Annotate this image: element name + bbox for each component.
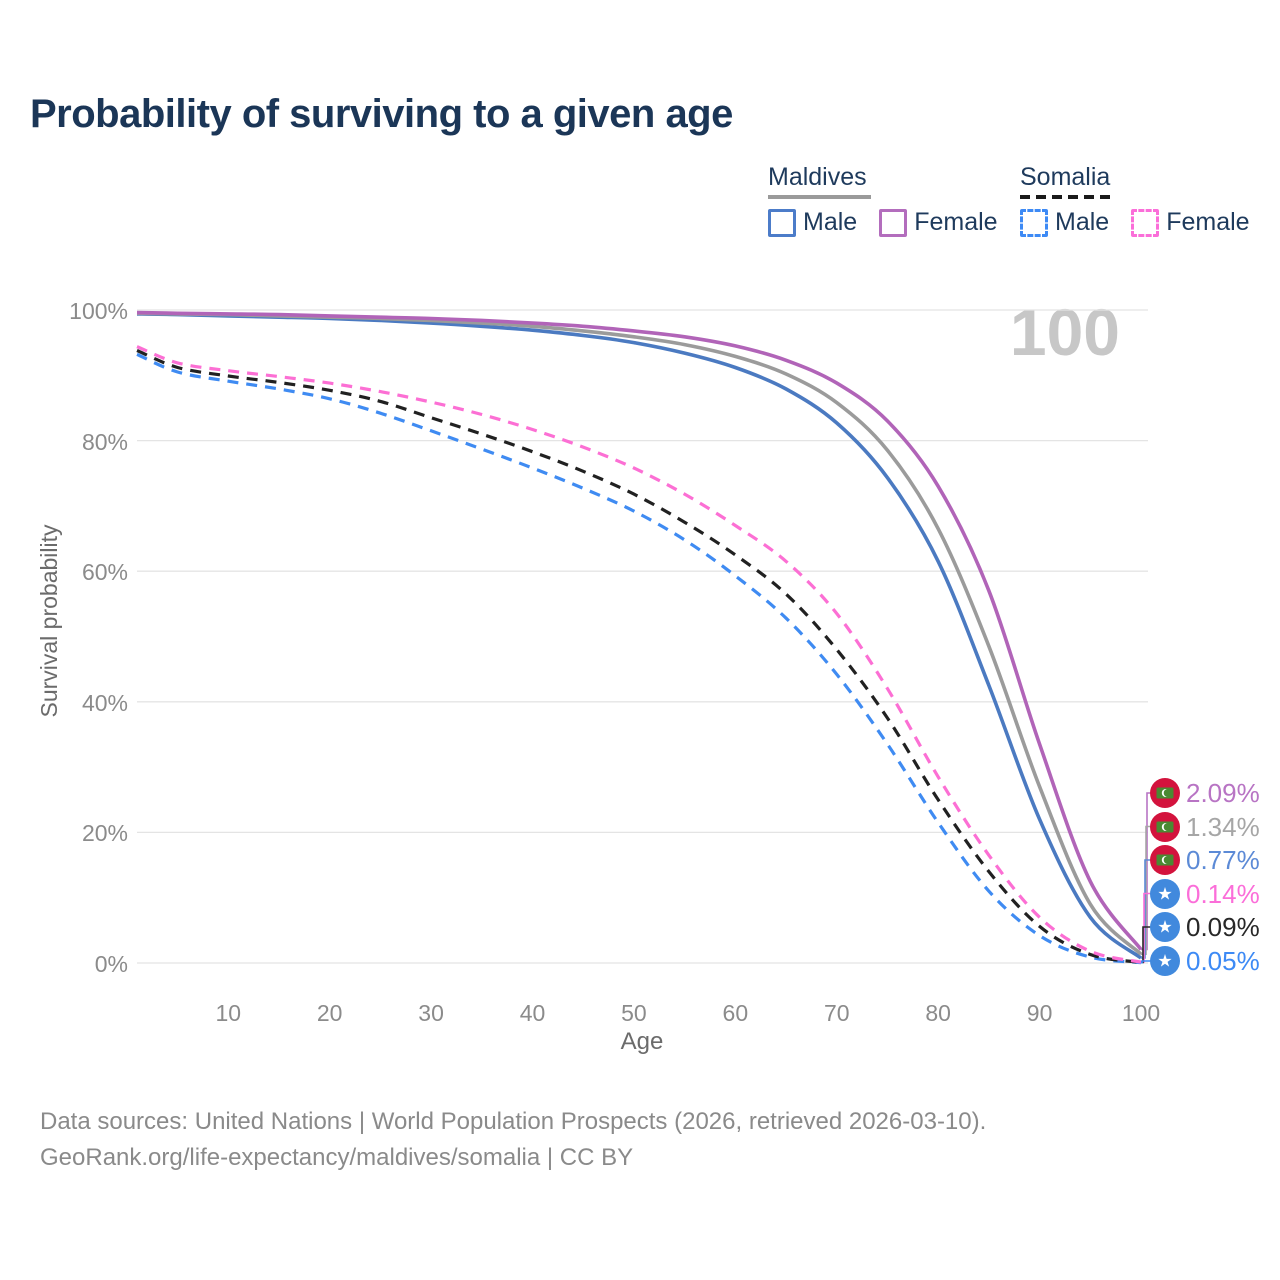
legend-country-somalia[interactable]: Somalia — [1020, 163, 1111, 191]
somalia-flag-icon — [1150, 946, 1180, 976]
x-tick-label: 30 — [418, 1000, 444, 1026]
x-tick-label: 50 — [621, 1000, 647, 1026]
x-tick-label: 80 — [925, 1000, 951, 1026]
curve-somalia-both-sexes[interactable] — [136, 349, 1142, 964]
end-value: 2.09% — [1186, 778, 1260, 808]
end-label-somalia-male[interactable]: 0.05% — [1150, 946, 1260, 976]
end-label-maldives-all[interactable]: 1.34% — [1150, 812, 1260, 842]
y-tick-label: 60% — [81, 559, 128, 586]
maldives-line-style-swatch — [768, 195, 871, 199]
somalia-flag-icon — [1150, 879, 1180, 909]
end-value: 0.14% — [1186, 879, 1260, 909]
end-value: 0.77% — [1186, 845, 1260, 875]
end-label-maldives-female[interactable]: 2.09% — [1150, 778, 1260, 808]
y-tick-label: 100% — [69, 298, 128, 324]
end-label-somalia-all[interactable]: 0.09% — [1150, 912, 1260, 942]
x-tick-label: 60 — [722, 1000, 749, 1026]
x-tick-label: 100 — [1121, 1000, 1161, 1026]
somalia-line-style-swatch — [1020, 195, 1110, 199]
x-tick-label: 70 — [823, 1000, 850, 1026]
legend-item-maldives-female[interactable]: Female — [879, 208, 998, 237]
maldives-male-swatch — [768, 208, 796, 237]
somalia-female-swatch — [1131, 208, 1160, 237]
curve-somalia-female[interactable] — [136, 345, 1142, 964]
end-label-somalia-female[interactable]: 0.14% — [1150, 879, 1260, 909]
legend-item-maldives-male[interactable]: Male — [768, 208, 857, 237]
curve-maldives-female[interactable] — [136, 310, 1143, 951]
end-label-maldives-male[interactable]: 0.77% — [1150, 845, 1260, 875]
legend-label: Male — [1055, 208, 1110, 236]
somalia-flag-icon — [1150, 912, 1180, 942]
x-tick-label: 20 — [316, 1000, 343, 1026]
y-tick-label: 40% — [81, 689, 128, 716]
somalia-male-swatch — [1020, 208, 1048, 237]
maldives-flag-icon — [1150, 845, 1180, 875]
legend-group-somalia: Somalia Male Female — [1020, 163, 1250, 237]
end-value: 1.34% — [1186, 812, 1260, 842]
maldives-female-swatch — [879, 208, 908, 237]
label-connector — [1141, 960, 1152, 964]
end-value: 0.09% — [1186, 912, 1260, 942]
legend-item-somalia-male[interactable]: Male — [1020, 208, 1109, 237]
x-tick-label: 10 — [215, 1000, 242, 1026]
maldives-flag-icon — [1150, 812, 1180, 842]
data-sources-note: Data sources: United Nations | World Pop… — [40, 1108, 987, 1135]
x-axis-title: Age — [620, 1028, 664, 1055]
end-value: 0.05% — [1186, 946, 1260, 976]
legend-label: Female — [1166, 208, 1250, 236]
page-title: Probability of surviving to a given age — [30, 92, 733, 136]
curve-maldives-male[interactable] — [136, 312, 1143, 960]
source-url-note: GeoRank.org/life-expectancy/maldives/som… — [40, 1144, 634, 1171]
x-tick-label: 90 — [1026, 1000, 1053, 1026]
x-tick-label: 40 — [519, 1000, 546, 1026]
curve-somalia-male[interactable] — [136, 352, 1142, 965]
y-tick-label: 80% — [81, 428, 128, 455]
legend-item-somalia-female[interactable]: Female — [1131, 208, 1250, 237]
y-tick-label: 20% — [81, 820, 128, 847]
y-axis-title: Survival probability — [36, 524, 62, 718]
hover-age-indicator: 100 — [1009, 295, 1120, 369]
maldives-flag-icon — [1150, 778, 1180, 808]
legend-country-maldives[interactable]: Maldives — [768, 163, 867, 191]
legend-label: Male — [803, 208, 858, 236]
legend-group-maldives: Maldives Male Female — [768, 163, 998, 237]
legend-label: Female — [914, 208, 998, 236]
y-tick-label: 0% — [94, 951, 128, 977]
